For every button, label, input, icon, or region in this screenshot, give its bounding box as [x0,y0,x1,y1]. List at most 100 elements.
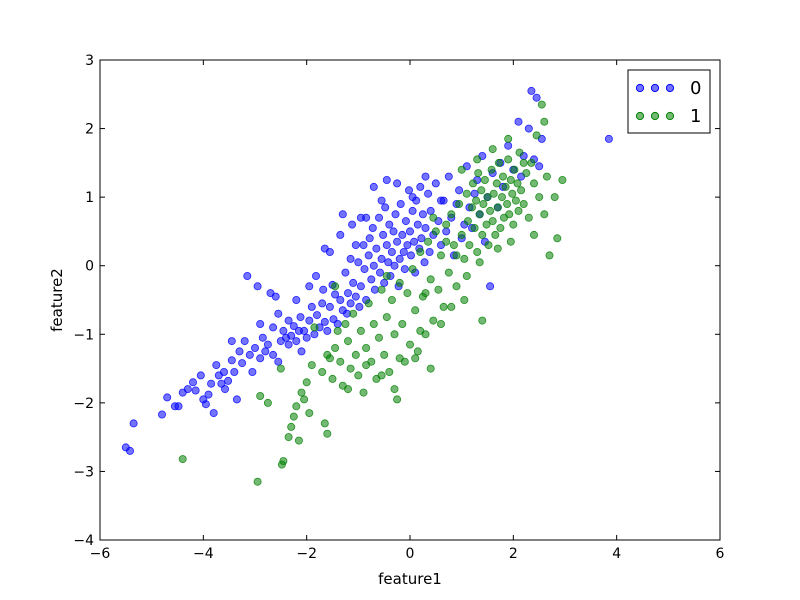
data-point-series-0 [325,302,334,311]
data-point-series-1 [362,361,371,370]
y-tick-label: −1 [73,327,94,343]
legend-marker-0 [665,83,675,93]
legend-item-1: 1 [635,106,701,127]
data-point-series-0 [341,268,350,277]
data-point-series-0 [532,93,541,102]
data-point-series-0 [284,316,293,325]
data-point-series-1 [550,193,559,202]
data-point-series-0 [220,385,229,394]
data-point-series-1 [287,422,296,431]
data-point-series-0 [470,189,479,198]
data-point-series-1 [506,237,515,246]
data-point-series-1 [318,367,327,376]
y-axis-label: feature2 [48,268,66,332]
y-tick-label: 0 [85,259,94,275]
data-point-series-1 [382,313,391,322]
data-point-series-1 [346,364,355,373]
data-point-series-0 [444,172,453,181]
data-point-series-0 [191,386,200,395]
data-point-series-1 [498,172,507,181]
y-tick-label: −3 [73,464,94,480]
data-point-series-0 [362,213,371,222]
data-point-series-1 [351,350,360,359]
data-point-series-0 [390,261,399,270]
data-point-series-1 [515,148,524,157]
data-point-series-1 [527,158,536,167]
data-point-series-0 [421,172,430,181]
data-point-series-0 [486,282,495,291]
data-point-series-0 [425,247,434,256]
data-point-series-0 [418,210,427,219]
data-point-series-0 [396,199,405,208]
data-point-series-0 [256,319,265,328]
data-point-series-0 [188,378,197,387]
y-tick-label: 2 [85,122,94,138]
data-point-series-0 [227,356,236,365]
data-point-series-0 [292,337,301,346]
data-point-series-1 [503,199,512,208]
data-point-series-0 [421,223,430,232]
legend-label-0: 0 [690,78,701,99]
data-point-series-0 [292,295,301,304]
data-point-series-0 [377,196,386,205]
data-point-series-0 [369,182,378,191]
data-point-series-0 [389,227,398,236]
data-point-series-0 [387,247,396,256]
data-point-series-1 [540,210,549,219]
y-tick-label: −2 [73,396,94,412]
data-point-series-1 [289,412,298,421]
data-point-series-1 [434,285,443,294]
data-point-series-1 [447,210,456,219]
data-point-series-1 [380,350,389,359]
data-point-series-0 [413,220,422,229]
data-point-series-0 [385,220,394,229]
data-point-series-0 [274,309,283,318]
data-point-series-0 [359,241,368,250]
data-point-series-0 [351,241,360,250]
x-tick-label: −2 [296,546,317,562]
data-point-series-0 [320,244,329,253]
data-point-series-1 [484,241,493,250]
data-point-series-0 [311,271,320,280]
data-point-series-1 [462,271,471,280]
data-point-series-1 [482,220,491,229]
data-point-series-1 [558,175,567,184]
data-point-series-0 [348,220,357,229]
data-point-series-1 [488,217,497,226]
data-point-series-0 [333,319,342,328]
data-point-series-0 [424,189,433,198]
data-point-series-1 [505,210,514,219]
data-point-series-0 [405,227,414,236]
data-point-series-0 [372,244,381,253]
legend-box [627,69,711,134]
data-point-series-1 [519,199,528,208]
data-point-series-1 [477,186,486,195]
data-point-series-0 [398,230,407,239]
data-point-series-1 [474,169,483,178]
data-point-series-1 [436,319,445,328]
data-point-series-0 [504,141,513,150]
data-point-series-1 [457,230,466,239]
data-point-series-0 [209,409,218,418]
y-tick-label: −4 [73,533,94,549]
data-point-series-1 [436,251,445,260]
data-point-series-1 [506,175,515,184]
data-point-series-1 [491,230,500,239]
data-point-series-0 [312,311,321,320]
data-point-series-0 [380,278,389,287]
data-point-series-1 [320,419,329,428]
data-point-series-0 [381,203,390,212]
data-point-series-0 [245,350,254,359]
data-point-series-1 [468,179,477,188]
data-point-series-0 [431,179,440,188]
data-point-series-0 [263,340,272,349]
data-point-series-1 [343,337,352,346]
data-point-series-0 [527,86,536,95]
data-point-series-1 [517,186,526,195]
data-point-series-0 [305,316,314,325]
data-point-series-1 [475,210,484,219]
data-point-series-0 [217,379,226,388]
data-point-series-1 [359,388,368,397]
data-point-series-0 [284,340,293,349]
